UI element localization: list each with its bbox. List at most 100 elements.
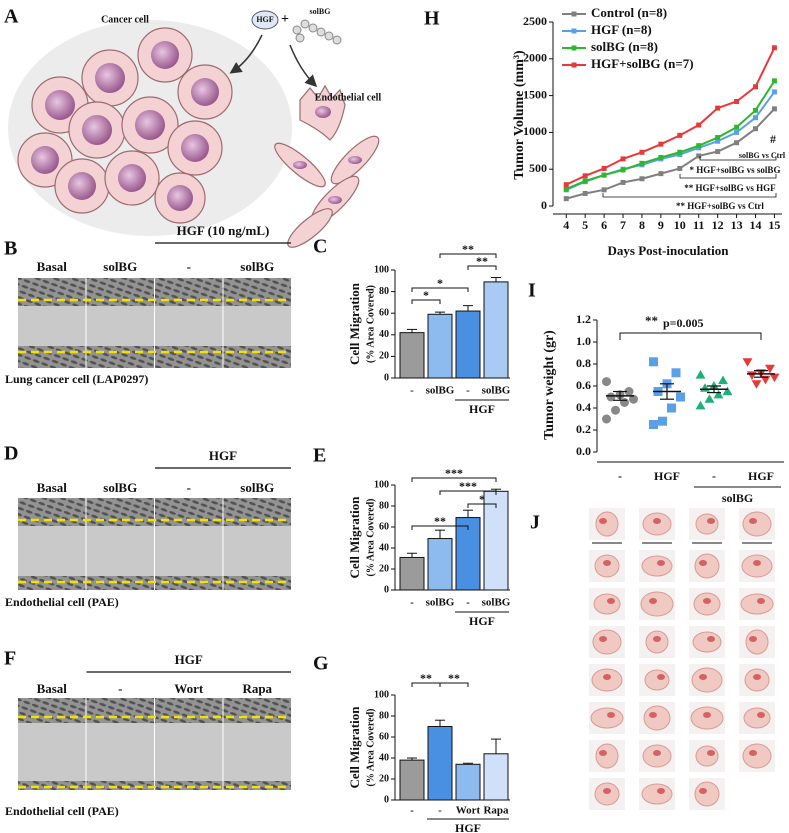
- series-marker: [677, 132, 683, 138]
- x-tick-label: -: [712, 469, 716, 483]
- series-marker: [563, 186, 569, 192]
- y-axis-label: Cell Migration: [347, 496, 362, 579]
- y-tick-label: 0.6: [576, 378, 591, 392]
- y-tick-label: 500: [529, 161, 547, 175]
- data-point: [695, 370, 706, 379]
- data-point: [629, 394, 638, 404]
- tumor-spot: [707, 518, 715, 524]
- series-line: [565, 108, 776, 200]
- significance-bracket: [411, 287, 469, 292]
- schematic-label: HGF: [256, 15, 273, 24]
- tumor-spot: [749, 518, 757, 524]
- legend-label: solBG (n=8): [591, 39, 658, 54]
- column-label: Wort: [174, 681, 204, 696]
- y-tick-label: 100: [374, 264, 389, 275]
- treatment-label: HGF: [175, 652, 203, 667]
- x-tick-label: HGF: [748, 469, 774, 483]
- y-tick-label: 2500: [523, 14, 547, 28]
- y-tick-label: 20: [379, 351, 389, 362]
- data-point: [709, 381, 719, 390]
- tumor-spot: [649, 598, 657, 604]
- cell-layer: [86, 278, 154, 306]
- cell-layer: [223, 346, 291, 368]
- y-tick-label: 40: [379, 542, 389, 553]
- caption: Lung cancer cell (LAP0297): [5, 372, 148, 386]
- annotation-bracket: [699, 156, 777, 161]
- tumor-spot: [699, 674, 707, 680]
- tumor-spot: [657, 674, 665, 680]
- tumor-spot: [657, 560, 665, 566]
- column-label: solBG: [240, 480, 274, 495]
- annotation: ** HGF+solBG vs Ctrl: [676, 201, 764, 211]
- panel-label: J: [530, 512, 540, 534]
- x-tick-label: 4: [563, 218, 569, 232]
- y-tick-label: 1.0: [576, 334, 591, 348]
- significance-bracket: [467, 503, 497, 508]
- cell-layer: [223, 278, 291, 306]
- x-tick-label: 7: [620, 218, 626, 232]
- column-label: solBG: [103, 259, 137, 274]
- cell-layer: [155, 346, 223, 368]
- cell-layer: [155, 278, 223, 306]
- series-line: [565, 91, 776, 191]
- x-tick-label: -: [410, 385, 414, 397]
- data-point: [649, 420, 658, 429]
- panel-label: C: [313, 236, 327, 258]
- column-label: -: [187, 480, 191, 495]
- treatment-label: HGF: [209, 448, 237, 463]
- y-tick-label: 60: [379, 731, 389, 742]
- column-label: Basal: [37, 681, 68, 696]
- annotation: #: [770, 132, 776, 146]
- column-label: Basal: [37, 480, 68, 495]
- annotation-bracket: [602, 193, 777, 198]
- y-axis-label: Cell Migration: [347, 706, 362, 789]
- cell-layer: [86, 698, 154, 723]
- data-point: [769, 373, 780, 383]
- bar: [455, 763, 481, 801]
- tumor: [694, 553, 720, 579]
- tumor-spot: [599, 518, 607, 524]
- column-label: solBG: [103, 480, 137, 495]
- series-marker: [620, 167, 626, 173]
- x-tick-label: 9: [658, 218, 664, 232]
- panel-label: B: [4, 238, 17, 260]
- cell-layer: [86, 576, 154, 590]
- series-marker: [715, 135, 721, 141]
- significance-bracket: [439, 682, 469, 687]
- series-marker: [771, 78, 777, 84]
- tumor-spot: [757, 598, 765, 604]
- series-marker: [563, 196, 569, 202]
- tumor-spot: [603, 674, 611, 680]
- cell-layer: [155, 498, 223, 526]
- tumor: [593, 593, 621, 615]
- column-label: -: [118, 681, 122, 696]
- y-tick-label: 2000: [523, 51, 547, 65]
- series-marker: [582, 173, 588, 179]
- schematic: [8, 10, 380, 248]
- significance-label: ***: [445, 466, 463, 480]
- tumor: [692, 631, 722, 653]
- bar: [427, 726, 453, 801]
- tumor-spot: [599, 750, 607, 756]
- group-label: solBG: [722, 491, 753, 505]
- tumor: [643, 705, 671, 731]
- bar: [399, 759, 425, 801]
- series-marker: [639, 176, 645, 182]
- series-marker: [771, 106, 777, 112]
- data-point: [624, 387, 634, 396]
- tumor-spot: [699, 788, 707, 794]
- panel-label: A: [4, 6, 19, 28]
- significance-bracket: [619, 332, 762, 340]
- schematic-label: Cancer cell: [101, 14, 149, 25]
- y-tick-label: 40: [379, 752, 389, 763]
- tumor-spot: [653, 750, 661, 756]
- cell-layer: [18, 278, 86, 306]
- tumor: [641, 783, 673, 805]
- bar: [427, 313, 453, 379]
- tumor-spot: [607, 598, 615, 604]
- panel-label: E: [313, 445, 326, 467]
- series-marker: [639, 149, 645, 155]
- bar: [399, 332, 425, 379]
- column-label: Rapa: [242, 681, 272, 696]
